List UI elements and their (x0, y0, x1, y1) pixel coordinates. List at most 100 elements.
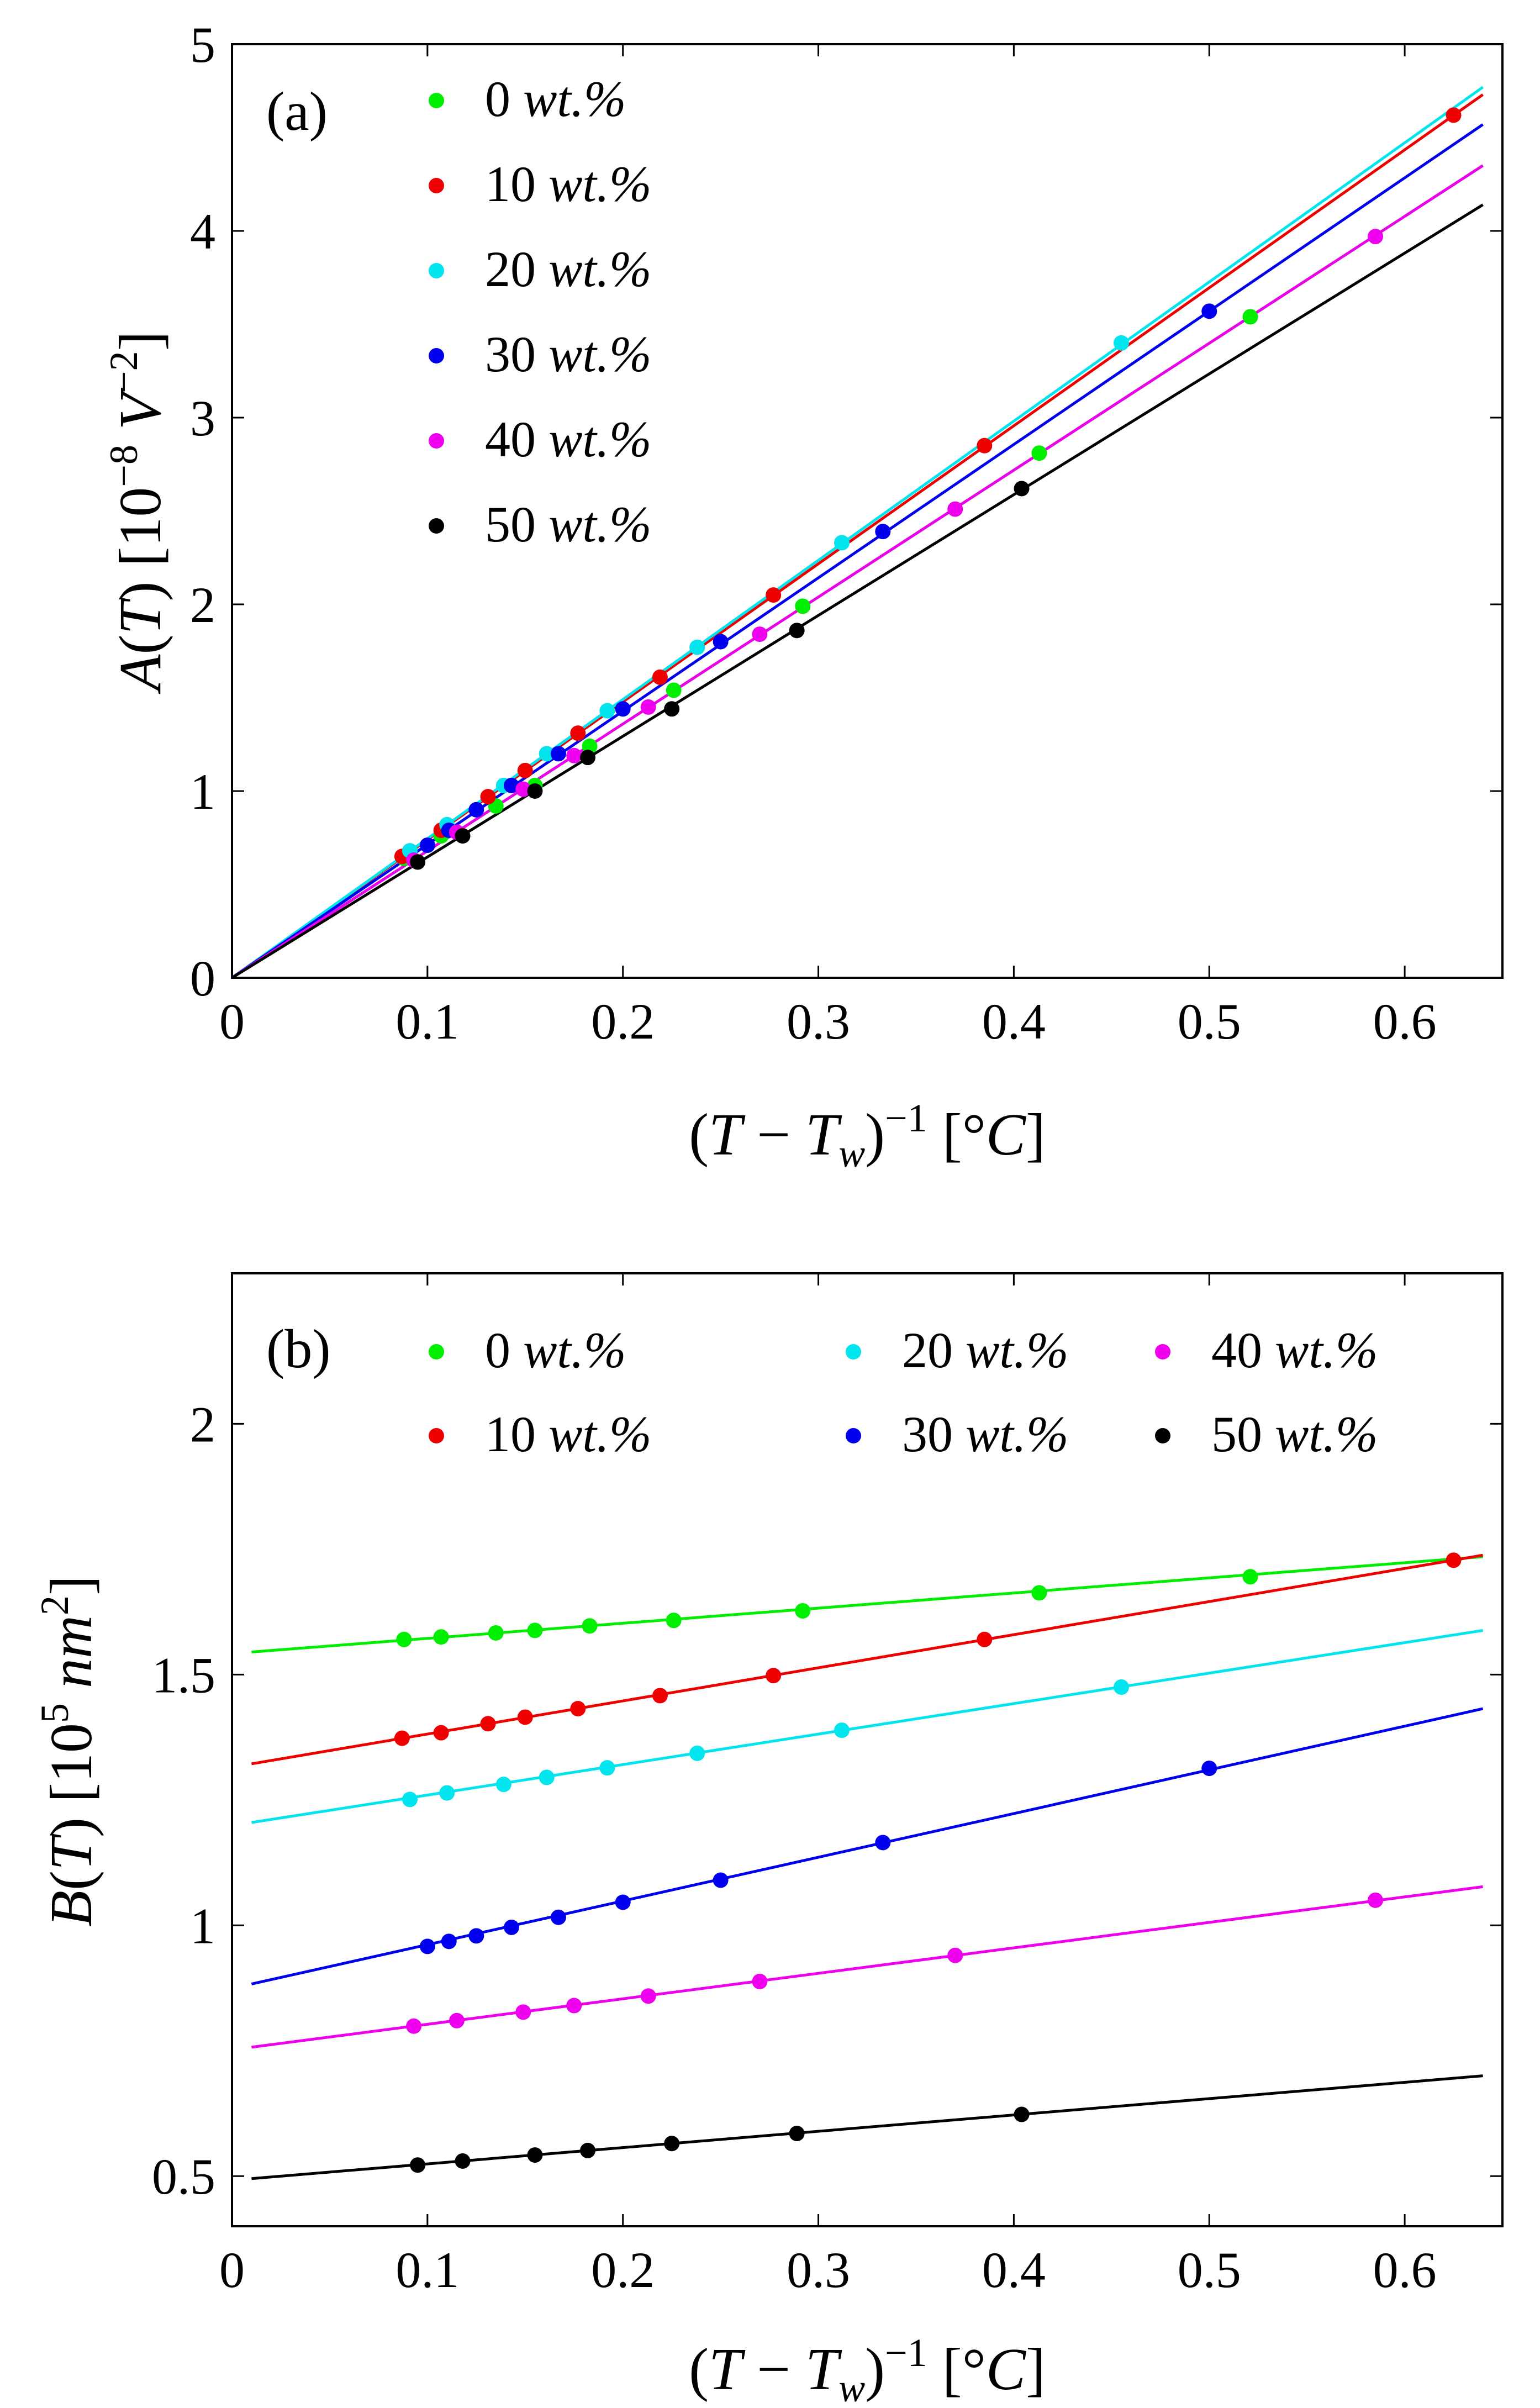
axes-frame (231, 43, 1504, 979)
data-point-20wt (539, 746, 555, 762)
data-point-40wt (566, 1998, 582, 2014)
data-point-10wt (766, 587, 782, 603)
legend-marker (429, 1344, 444, 1360)
data-point-40wt (1368, 1892, 1383, 1908)
data-point-10wt (977, 438, 993, 454)
data-point-40wt (947, 1947, 963, 1963)
data-point-40wt (515, 2004, 531, 2020)
data-point-30wt (550, 1909, 566, 1925)
y-axis-label: A(T) [10−8 V−2] (102, 331, 173, 694)
data-point-50wt (527, 783, 543, 799)
data-point-0wt (1031, 445, 1047, 461)
data-point-30wt (504, 1919, 519, 1935)
x-tick-label: 0.3 (787, 2242, 850, 2298)
data-point-50wt (455, 2153, 471, 2169)
data-point-10wt (517, 762, 533, 778)
y-tick-label: 3 (190, 390, 215, 446)
panel-label: (b) (266, 1318, 331, 1379)
data-point-50wt (789, 623, 805, 639)
legend-marker (429, 263, 444, 278)
legend-marker (429, 1428, 444, 1443)
x-tick-label: 0.2 (591, 993, 655, 1050)
data-point-20wt (599, 703, 615, 719)
data-point-0wt (1242, 309, 1258, 325)
data-point-30wt (875, 1835, 891, 1851)
legend-marker (1155, 1344, 1170, 1360)
legend: 0 wt.% 10 wt.% 20 wt.% 30 wt.% 40 wt.% 50 wt.… (429, 1322, 1378, 1462)
data-point-20wt (834, 1722, 850, 1738)
x-tick-label: 0.1 (395, 993, 459, 1050)
data-point-10wt (1446, 107, 1462, 123)
data-point-0wt (666, 1613, 682, 1629)
data-point-50wt (1014, 2106, 1030, 2122)
data-point-40wt (406, 2018, 422, 2034)
fit-line-10wt (251, 1553, 1484, 1766)
axis-ticks: 0 0.1 0.2 0.3 0.4 0.5 0.6 0.5 1 1.5 2 (152, 1273, 1502, 2298)
data-point-20wt (1114, 1679, 1129, 1695)
data-point-30wt (468, 802, 484, 818)
data-point-20wt (834, 535, 850, 551)
data-point-40wt (640, 699, 656, 715)
legend-label: 40 wt.% (485, 411, 652, 467)
x-tick-label: 0.5 (1178, 993, 1241, 1050)
data-point-0wt (795, 598, 811, 614)
data-point-50wt (1014, 481, 1030, 497)
x-tick-label: 0.6 (1373, 2242, 1437, 2298)
data-point-50wt (664, 2136, 680, 2152)
x-tick-label: 0.4 (982, 2242, 1046, 2298)
x-tick-label: 0.1 (395, 2242, 459, 2298)
legend-label: 20 wt.% (485, 241, 652, 297)
data-point-30wt (504, 777, 519, 793)
x-tick-label: 0.6 (1373, 993, 1437, 1050)
x-axis-label: (T − Tw)−1 [°C] (689, 2331, 1046, 2408)
data-point-20wt (1114, 335, 1129, 351)
data-point-40wt (947, 501, 963, 517)
legend-label: 40 wt.% (1211, 1322, 1378, 1378)
legend-label: 50 wt.% (485, 496, 652, 552)
data-point-10wt (570, 725, 586, 741)
legend-label: 30 wt.% (485, 326, 652, 382)
data-point-30wt (419, 1938, 435, 1954)
y-tick-label: 5 (190, 17, 215, 73)
data-point-40wt (449, 2012, 465, 2028)
x-tick-label: 0.2 (591, 2242, 655, 2298)
data-point-0wt (433, 1629, 449, 1645)
axis-ticks: 0 0.1 0.2 0.3 0.4 0.5 0.6 0 1 2 3 4 5 (190, 17, 1502, 1050)
data-point-50wt (410, 2157, 426, 2173)
legend-label: 50 wt.% (1211, 1406, 1378, 1462)
x-tick-label: 0.5 (1178, 2242, 1241, 2298)
legend-marker (429, 348, 444, 363)
data-point-30wt (875, 524, 891, 540)
data-point-20wt (439, 1785, 455, 1801)
legend-marker (429, 518, 444, 534)
fit-line-50wt (231, 203, 1484, 979)
x-tick-label: 0 (219, 2242, 245, 2298)
data-point-10wt (517, 1709, 533, 1725)
data-point-30wt (419, 837, 435, 853)
y-tick-label: 1.5 (152, 1647, 215, 1703)
legend-label: 30 wt.% (902, 1406, 1069, 1462)
panel-label: (a) (266, 81, 328, 142)
data-point-40wt (640, 1988, 656, 2004)
data-point-20wt (599, 1760, 615, 1776)
data-point-50wt (789, 2126, 805, 2142)
y-tick-label: 1 (190, 763, 215, 820)
data-point-10wt (480, 1716, 496, 1732)
fit-line-0wt (251, 1555, 1483, 1653)
legend-marker (1155, 1428, 1170, 1443)
data-points (394, 107, 1462, 870)
data-point-10wt (394, 1730, 410, 1746)
data-point-10wt (652, 1688, 668, 1704)
legend-marker (429, 178, 444, 193)
data-point-50wt (410, 854, 426, 870)
data-point-0wt (488, 1625, 504, 1641)
x-axis-label: (T − Tw)−1 [°C] (689, 1096, 1046, 1176)
legend: 0 wt.% 10 wt.% 20 wt.% 30 wt.% 40 wt.% 50 wt.… (429, 71, 652, 552)
y-tick-label: 2 (190, 577, 215, 633)
legend-label: 20 wt.% (902, 1322, 1069, 1378)
data-point-40wt (752, 626, 768, 642)
x-tick-label: 0.4 (982, 993, 1046, 1050)
data-point-0wt (666, 682, 682, 698)
x-tick-label: 0 (219, 993, 245, 1050)
